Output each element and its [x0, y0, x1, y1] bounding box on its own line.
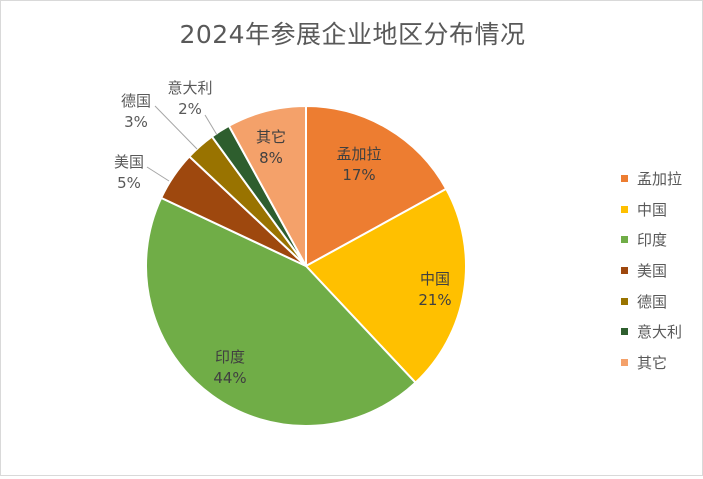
legend-swatch: [621, 328, 628, 336]
leader-line-6: [204, 114, 218, 136]
data-label-3: 印度 44%: [213, 348, 246, 387]
legend-swatch: [621, 266, 628, 274]
pie-slice-1: [305, 104, 448, 268]
pie-slice-7: [227, 104, 307, 267]
data-label-2: 中国 21%: [418, 270, 451, 309]
legend-swatch: [621, 358, 628, 366]
legend-label: 孟加拉: [637, 169, 683, 188]
legend-swatch: [621, 236, 628, 244]
legend-item-7: 其它: [621, 347, 682, 378]
legend-label: 德国: [637, 292, 668, 311]
data-label-4: 美国 5%: [114, 153, 144, 192]
legend-item-3: 印度: [621, 224, 682, 255]
legend-label: 其它: [637, 353, 668, 372]
pie-slice-3: [145, 196, 417, 427]
leader-line-5: [154, 105, 198, 150]
chart-title: 2024年参展企业地区分布情况: [179, 20, 526, 49]
legend-item-2: 中国: [621, 194, 682, 225]
legend-item-5: 德国: [621, 286, 682, 317]
leader-line-4: [146, 166, 170, 182]
legend-swatch: [621, 297, 628, 305]
data-label-6: 意大利 2%: [167, 79, 212, 118]
legend-swatch: [621, 174, 628, 182]
data-label-5: 德国 3%: [121, 92, 151, 131]
legend-item-6: 意大利: [621, 316, 682, 347]
data-label-1: 孟加拉 17%: [336, 145, 381, 184]
legend-label: 意大利: [637, 323, 683, 342]
data-label-7: 其它 8%: [256, 128, 286, 167]
legend: 孟加拉中国印度美国德国意大利其它: [621, 163, 682, 378]
legend-label: 印度: [637, 231, 668, 250]
legend-swatch: [621, 205, 628, 213]
legend-item-1: 孟加拉: [621, 163, 682, 194]
legend-item-4: 美国: [621, 255, 682, 286]
pie-slice-2: [304, 187, 467, 385]
legend-label: 中国: [637, 200, 668, 219]
legend-label: 美国: [637, 261, 668, 280]
